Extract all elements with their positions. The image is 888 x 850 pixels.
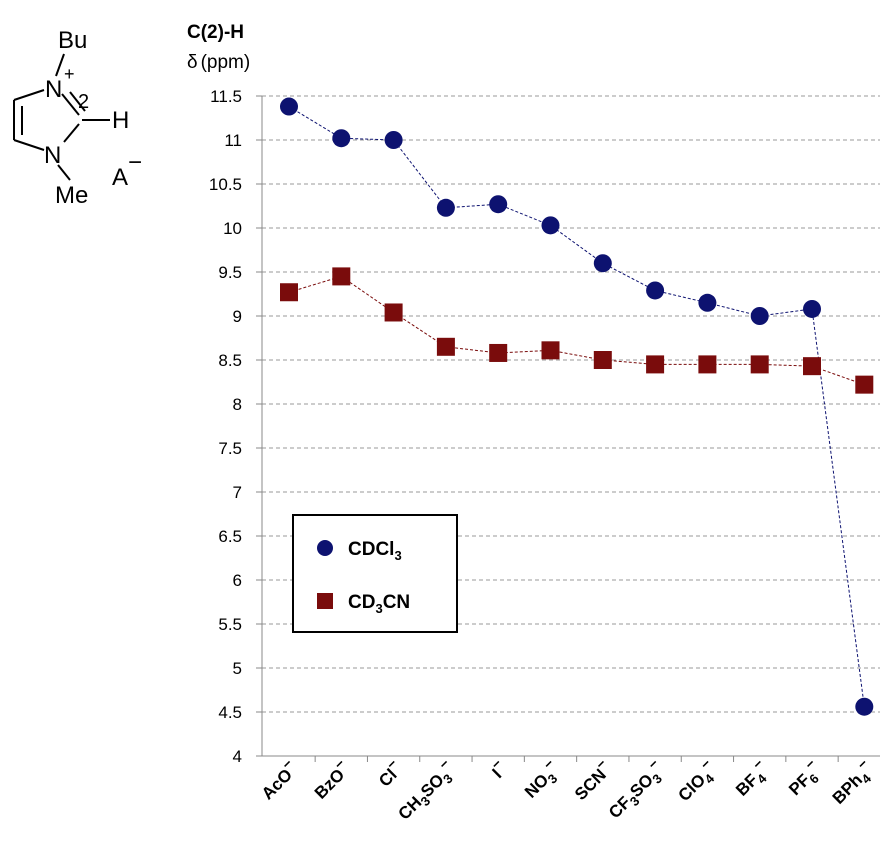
y-tick-labels: 4 4.5 5 5.5 6 6.5 7 7.5 8 8.5 9 9.5 10 10.5 11 11.5 xyxy=(209,87,262,766)
chart-title: C(2)-H xyxy=(187,22,244,43)
x-tick-label: CH3SO3− xyxy=(390,755,461,826)
data-point xyxy=(698,293,717,312)
bond-n1-bu xyxy=(55,53,65,77)
y-tick-label: 11.5 xyxy=(210,87,242,106)
data-point xyxy=(593,254,612,273)
y-tick-label: 10.5 xyxy=(209,175,242,194)
delta-symbol: δ xyxy=(187,52,198,73)
y-tick-label: 7 xyxy=(233,483,242,502)
x-tick-label: ClO4− xyxy=(670,755,723,808)
y-tick-label: 6.5 xyxy=(218,527,242,546)
ring-bond-n3-c4 xyxy=(13,139,45,151)
data-point xyxy=(750,355,769,374)
x-tick-label: CF3SO3− xyxy=(601,755,671,825)
hydrogen-label: H xyxy=(112,107,129,134)
axes xyxy=(261,96,880,757)
nitrogen-top-label: N xyxy=(45,76,62,103)
ring-bond-c5-n1 xyxy=(13,89,45,101)
y-tick-label: 6 xyxy=(233,571,242,590)
ring-bond-n1-c2 xyxy=(61,93,80,116)
position-label: 2 xyxy=(78,91,89,113)
cation-charge: + xyxy=(64,64,75,84)
data-point xyxy=(280,97,298,116)
data-point xyxy=(280,283,298,302)
anion-label: A xyxy=(112,164,128,191)
data-point xyxy=(332,267,351,286)
imidazolium-structure: Bu N + 2 H N Me A − xyxy=(13,27,142,209)
legend-box xyxy=(292,514,458,633)
data-point xyxy=(646,281,665,300)
data-point xyxy=(384,303,403,322)
data-point xyxy=(489,195,508,214)
series-line-1 xyxy=(288,275,865,386)
y-tick-label: 5.5 xyxy=(218,615,242,634)
data-point xyxy=(436,198,455,217)
data-point xyxy=(698,355,717,374)
x-tick-label: Cl− xyxy=(371,755,406,790)
x-tick-label: BzO− xyxy=(307,755,355,803)
data-point xyxy=(489,343,508,362)
butyl-label: Bu xyxy=(58,27,87,54)
y-tick-label: 11 xyxy=(224,131,242,150)
y-tick-label: 7.5 xyxy=(218,439,242,458)
y-tick-label: 9.5 xyxy=(218,263,242,282)
unit-label: (ppm) xyxy=(201,52,251,73)
legend-label-cdcl3: CDCl3 xyxy=(348,539,402,563)
x-tick-labels: AcO−BzO− Cl−CH3SO3− I−NO3−SCN−CF3SO3−ClO4−… xyxy=(254,755,880,826)
y-tick-label: 4 xyxy=(233,747,242,766)
y-tick-label: 8.5 xyxy=(218,351,242,370)
x-tick-label: BPh4− xyxy=(825,755,880,810)
y-tick-label: 4.5 xyxy=(218,703,242,722)
data-point xyxy=(750,307,769,325)
ring-bond-n1-c2-double xyxy=(69,91,86,112)
data-point xyxy=(541,341,560,360)
legend-label-cd3cn: CD3CN xyxy=(348,592,410,616)
bond-n3-me xyxy=(57,164,71,181)
y-tick-label: 8 xyxy=(233,395,242,414)
nitrogen-bottom-label: N xyxy=(44,142,61,169)
y-tick-label: 10 xyxy=(223,219,242,238)
methyl-label: Me xyxy=(55,182,88,209)
y-tick-label: 9 xyxy=(233,307,242,326)
data-point xyxy=(541,216,560,235)
x-tick-label: AcO− xyxy=(254,755,302,803)
legend-marker-cdcl3 xyxy=(317,540,333,556)
x-tick-label: NO3− xyxy=(517,755,566,804)
y-axis-label: δ (ppm) xyxy=(187,52,250,73)
data-point xyxy=(803,299,821,318)
data-point xyxy=(436,337,455,356)
x-tick-label: PF6− xyxy=(781,755,828,802)
data-point xyxy=(803,357,821,376)
x-tick-label: I− xyxy=(484,755,511,782)
data-point xyxy=(855,375,874,394)
gridlines xyxy=(262,95,880,713)
data-point xyxy=(384,131,403,149)
x-tick-label: SCN− xyxy=(567,755,616,804)
x-tick-label: BF4− xyxy=(728,755,775,802)
ring-bond-c2-n3 xyxy=(63,123,80,143)
y-tick-label: 5 xyxy=(233,659,242,678)
data-point xyxy=(593,351,612,369)
data-point xyxy=(855,697,874,716)
data-point xyxy=(332,129,351,148)
legend: CDCl3 CD3CN xyxy=(292,514,458,633)
legend-marker-cd3cn xyxy=(317,593,333,609)
data-point xyxy=(646,355,665,374)
anion-charge: − xyxy=(128,149,142,176)
series-layer xyxy=(280,97,874,716)
